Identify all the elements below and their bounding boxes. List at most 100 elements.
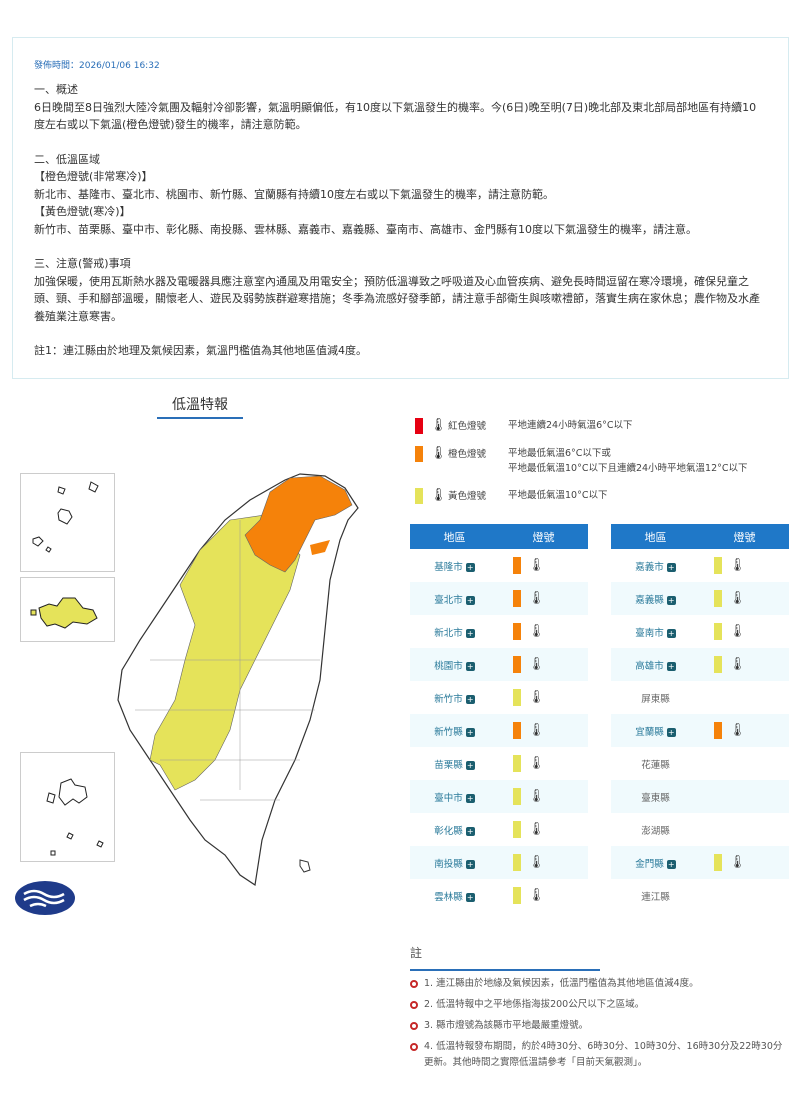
- section2-title: 二、低溫區域: [34, 152, 100, 166]
- map-title: 低溫特報: [157, 394, 243, 419]
- table-row: 屏東縣: [611, 681, 789, 714]
- expand-plus-icon[interactable]: +: [465, 562, 475, 572]
- legend-desc: 平地最低氣溫6°C以下或 平地最低氣溫10°C以下且連續24小時平地氣溫12°C以…: [508, 446, 748, 476]
- expand-plus-icon[interactable]: +: [465, 661, 475, 671]
- color-swatch: [415, 446, 423, 462]
- bullet-icon: [410, 980, 418, 988]
- table-row: 彰化縣 + 🌡: [410, 813, 588, 846]
- thermometer-icon: 🌡: [528, 855, 545, 870]
- legend-desc: 平地連續24小時氣溫6°C以下: [508, 418, 633, 433]
- region-name[interactable]: 高雄市: [635, 660, 664, 672]
- color-swatch: [415, 418, 423, 434]
- table-row: 澎湖縣: [611, 813, 789, 846]
- table-row: 臺中市 + 🌡: [410, 780, 588, 813]
- note-text: 2. 低溫特報中之平地係指海拔200公尺以下之區域。: [424, 999, 645, 1010]
- thermometer-icon: 🌡: [528, 822, 545, 837]
- taiwan-map[interactable]: [0, 460, 400, 920]
- region-name[interactable]: 新竹縣: [434, 726, 463, 738]
- level-swatch: [513, 590, 521, 607]
- expand-plus-icon[interactable]: +: [666, 859, 676, 869]
- level-swatch: [714, 623, 722, 640]
- table-row: 宜蘭縣 + 🌡: [611, 714, 789, 747]
- note1: 註1：連江縣由於地理及氣候因素，氣溫門檻值為其他地區值減4度。: [34, 344, 367, 357]
- expand-plus-icon[interactable]: +: [666, 628, 676, 638]
- level-swatch: [714, 656, 722, 673]
- table-row: 苗栗縣 + 🌡: [410, 747, 588, 780]
- thermometer-icon: 🌡: [729, 723, 746, 738]
- region-name[interactable]: 嘉義市: [635, 561, 664, 573]
- region-name[interactable]: 臺南市: [635, 627, 664, 639]
- table-row: 連江縣: [611, 879, 789, 912]
- bullet-icon: [410, 1022, 418, 1030]
- region-name[interactable]: 宜蘭縣: [635, 726, 664, 738]
- notes-section: 註 1. 連江縣由於地緣及氣候因素，低溫門檻值為其他地區值減4度。 2. 低溫特報…: [410, 944, 790, 1071]
- orange-heading: 【橙色燈號(非常寒冷)】: [34, 170, 153, 183]
- orange-region: [244, 475, 353, 573]
- expand-plus-icon[interactable]: +: [465, 892, 475, 902]
- level-swatch: [714, 557, 722, 574]
- expand-plus-icon[interactable]: +: [465, 595, 475, 605]
- expand-plus-icon[interactable]: +: [465, 859, 475, 869]
- thermometer-icon: 🌡: [729, 591, 746, 606]
- expand-plus-icon[interactable]: +: [666, 595, 676, 605]
- legend-name: 橙色燈號: [448, 449, 487, 460]
- region-name[interactable]: 基隆市: [434, 561, 463, 573]
- yellow-heading: 【黃色燈號(寒冷)】: [34, 205, 131, 218]
- legend-desc-line: 平地連續24小時氣溫6°C以下: [508, 420, 633, 431]
- region-name[interactable]: 金門縣: [635, 858, 664, 870]
- inset-matsu[interactable]: [20, 473, 115, 572]
- table-row: 金門縣 + 🌡: [611, 846, 789, 879]
- thermometer-icon: 🌡: [528, 723, 545, 738]
- region-name[interactable]: 雲林縣: [434, 891, 463, 903]
- table-row: 臺東縣: [611, 780, 789, 813]
- yellow-region: [149, 514, 301, 791]
- thermometer-icon: 🌡: [430, 418, 447, 433]
- expand-plus-icon[interactable]: +: [465, 793, 475, 803]
- inset-penghu[interactable]: [20, 752, 115, 862]
- region-name[interactable]: 嘉義縣: [635, 594, 664, 606]
- expand-plus-icon[interactable]: +: [465, 760, 475, 770]
- table-row: 雲林縣 + 🌡: [410, 879, 588, 912]
- table-row: 臺南市 + 🌡: [611, 615, 789, 648]
- region-name[interactable]: 南投縣: [434, 858, 463, 870]
- inset-kinmen[interactable]: [20, 577, 115, 642]
- region-name: 澎湖縣: [641, 825, 670, 837]
- region-name[interactable]: 臺北市: [434, 594, 463, 606]
- legend-red: 🌡 紅色燈號 平地連續24小時氣溫6°C以下: [415, 418, 633, 434]
- region-name[interactable]: 苗栗縣: [434, 759, 463, 771]
- section1-title: 一、概述: [34, 83, 78, 96]
- table-row: 嘉義市 + 🌡: [611, 549, 789, 582]
- thermometer-icon: 🌡: [729, 657, 746, 672]
- color-swatch: [415, 488, 423, 504]
- thermometer-icon: 🌡: [528, 624, 545, 639]
- thermometer-icon: 🌡: [528, 657, 545, 672]
- level-swatch: [513, 557, 521, 574]
- expand-plus-icon[interactable]: +: [465, 826, 475, 836]
- expand-plus-icon[interactable]: +: [666, 727, 676, 737]
- expand-plus-icon[interactable]: +: [666, 562, 676, 572]
- region-name[interactable]: 新北市: [434, 627, 463, 639]
- region-name[interactable]: 新竹市: [434, 693, 463, 705]
- region-name[interactable]: 臺中市: [434, 792, 463, 804]
- legend-yellow: 🌡 黃色燈號 平地最低氣溫10°C以下: [415, 488, 607, 504]
- region-name[interactable]: 桃園市: [434, 660, 463, 672]
- table-row: 基隆市 + 🌡: [410, 549, 588, 582]
- right-region-table: 地區 燈號 嘉義市 + 🌡 嘉義縣 + 🌡 臺南市 + 🌡 高雄市 + 🌡 屏東縣 宜蘭縣 + 🌡 花蓮縣 臺東縣 澎湖…: [611, 524, 789, 912]
- expand-plus-icon[interactable]: +: [666, 661, 676, 671]
- table-row: 桃園市 + 🌡: [410, 648, 588, 681]
- expand-plus-icon[interactable]: +: [465, 628, 475, 638]
- legend-desc: 平地最低氣溫10°C以下: [508, 488, 607, 503]
- notes-title: 註: [410, 944, 600, 971]
- note-item: 4. 低溫特報發布期間，約於4時30分、6時30分、10時30分、16時30分及…: [410, 1039, 790, 1071]
- legend-name: 紅色燈號: [448, 421, 487, 432]
- level-swatch: [513, 854, 521, 871]
- note-item: 3. 縣市燈號為該縣市平地最嚴重燈號。: [410, 1018, 790, 1034]
- expand-plus-icon[interactable]: +: [465, 727, 475, 737]
- table-row: 高雄市 + 🌡: [611, 648, 789, 681]
- region-name[interactable]: 彰化縣: [434, 825, 463, 837]
- table-row: 南投縣 + 🌡: [410, 846, 588, 879]
- note-item: 1. 連江縣由於地緣及氣候因素，低溫門檻值為其他地區值減4度。: [410, 976, 790, 992]
- legend-desc-line: 平地最低氣溫6°C以下或: [508, 448, 611, 459]
- expand-plus-icon[interactable]: +: [465, 694, 475, 704]
- thermometer-icon: 🌡: [729, 624, 746, 639]
